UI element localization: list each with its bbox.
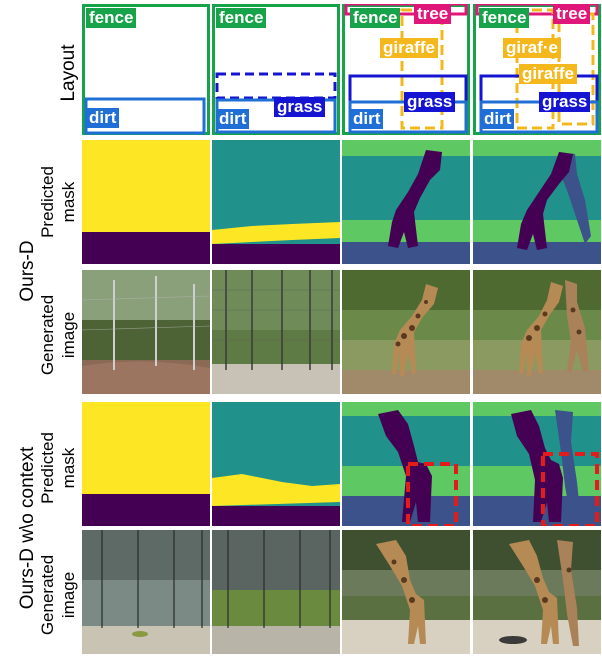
ours-d-mask-1 [82,140,210,264]
layout-tag-giraffe: giraffe [519,64,577,84]
row-label-predicted-mask-1: Predicted [38,166,58,238]
row-label-generated-image-3: Generated [38,554,58,636]
layout-panel-1: fence dirt [82,4,210,135]
ours-d-image-2 [212,270,340,394]
row-label-ours-d: Ours-D [17,240,39,302]
row-label-ours-d-wo-context: Ours-D w\o context [17,446,39,610]
ours-d-wo-image-4 [473,530,601,654]
layout-tag-fence: fence [216,8,267,28]
ours-d-image-1 [82,270,210,394]
ours-d-mask-2 [212,140,340,264]
row-label-generated-image-4: image [59,571,79,619]
ours-d-wo-mask-4 [473,402,601,526]
row-label-generated-image-2: image [59,311,79,359]
ours-d-wo-mask-3 [342,402,470,526]
row-label-predicted-mask-2: mask [59,181,79,223]
layout-panel-4: fence tree giraf·e giraffe grass dirt [473,4,601,135]
layout-tag-dirt: dirt [216,109,250,129]
ours-d-mask-4 [473,140,601,264]
row-label-predicted-mask-4: mask [59,447,79,489]
ours-d-mask-3 [342,140,470,264]
ours-d-wo-mask-2 [212,402,340,526]
layout-tag-grass: grass [539,92,591,112]
layout-tag-giraffe-partial: giraf·e [503,38,561,58]
layout-tag-dirt: dirt [481,109,515,129]
ours-d-wo-image-3 [342,530,470,654]
layout-tag-dirt: dirt [86,108,120,128]
layout-tag-fence: fence [350,8,401,28]
layout-panel-2: fence grass dirt [212,4,340,135]
row-label-layout: Layout [58,44,80,102]
layout-tag-tree: tree [414,4,452,24]
ours-d-wo-image-1 [82,530,210,654]
layout-panel-3: fence tree giraffe grass dirt [342,4,470,135]
layout-tag-grass: grass [404,92,456,112]
layout-tag-fence: fence [479,8,530,28]
layout-tag-grass: grass [274,97,326,117]
layout-tag-dirt: dirt [350,109,384,129]
ours-d-wo-mask-1 [82,402,210,526]
row-label-predicted-mask-3: Predicted [38,432,58,504]
layout-tag-fence: fence [86,8,137,28]
layout-tag-tree: tree [553,4,591,24]
ours-d-wo-image-2 [212,530,340,654]
row-label-generated-image-1: Generated [38,294,58,376]
layout-tag-giraffe: giraffe [380,38,438,58]
ours-d-image-3 [342,270,470,394]
ours-d-image-4 [473,270,601,394]
